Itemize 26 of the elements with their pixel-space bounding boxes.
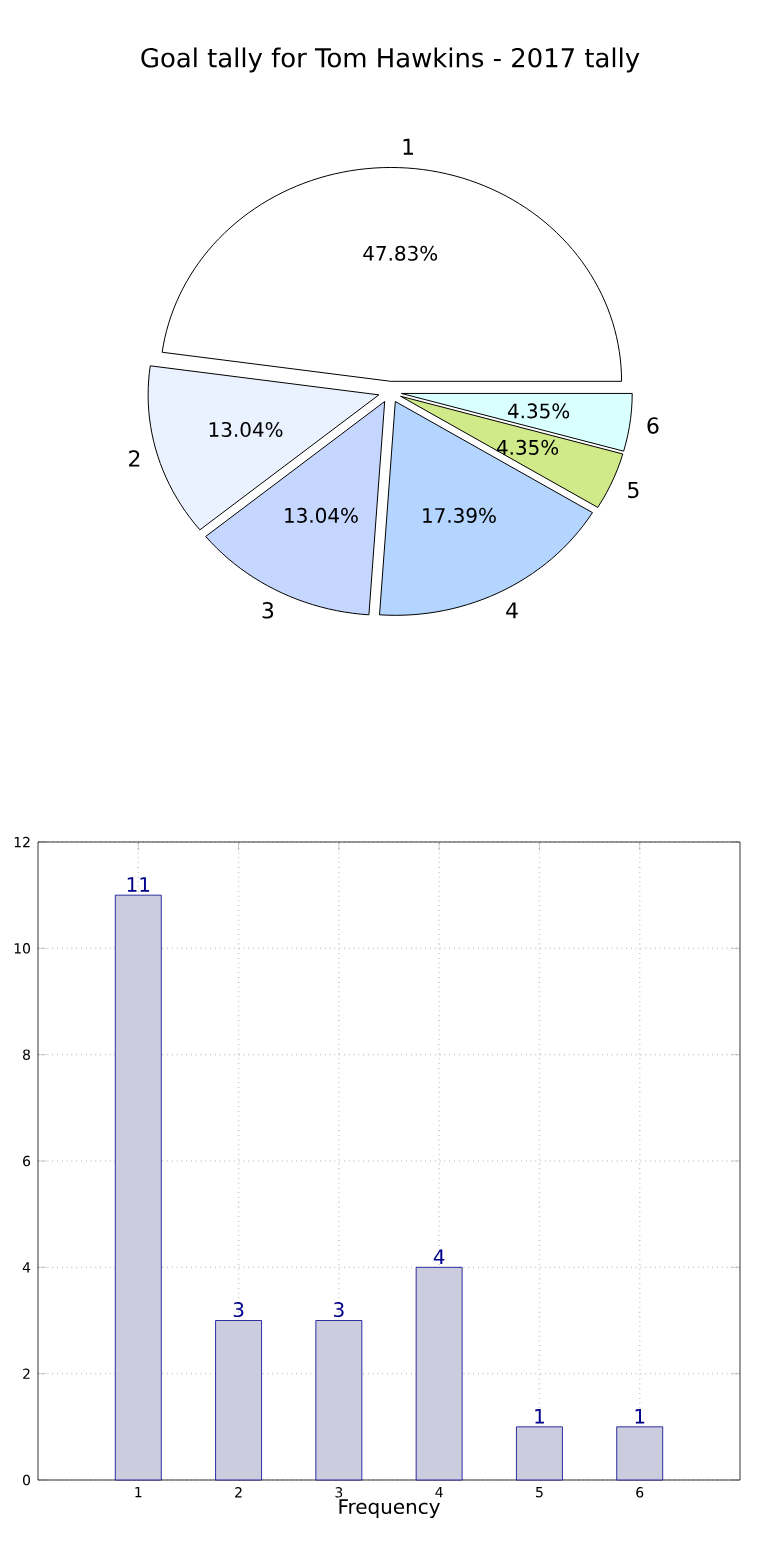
data-label: 4 bbox=[433, 1249, 445, 1264]
data-label: 11 bbox=[127, 877, 150, 892]
data-label: 47.83% bbox=[363, 245, 438, 261]
data-label: 13.04% bbox=[285, 507, 358, 523]
data-label: 4.35% bbox=[496, 439, 559, 455]
data-label: 17.39% bbox=[423, 507, 496, 523]
bar bbox=[114, 894, 162, 1481]
slice-label: 2 bbox=[129, 450, 140, 467]
data-label: 3 bbox=[233, 1302, 244, 1318]
bar bbox=[616, 1426, 664, 1481]
bar bbox=[215, 1320, 262, 1481]
bar bbox=[516, 1426, 563, 1481]
data-label: 1 bbox=[535, 1408, 544, 1424]
chart-title: Goal tally for Tom Hawkins - 2017 tally bbox=[141, 47, 640, 73]
slice-label: 6 bbox=[647, 417, 659, 434]
data-label: 13.04% bbox=[209, 421, 283, 438]
slice-label: 5 bbox=[628, 481, 639, 499]
bar bbox=[415, 1266, 463, 1481]
data-label: 4.35% bbox=[507, 403, 570, 419]
slice-label: 3 bbox=[262, 602, 274, 619]
slice-label: 4 bbox=[506, 602, 518, 619]
slice-label: 1 bbox=[403, 138, 414, 155]
data-label: 1 bbox=[635, 1408, 645, 1424]
data-label: 3 bbox=[334, 1302, 344, 1318]
x-axis-title: Frequency bbox=[339, 1499, 440, 1518]
bar bbox=[315, 1320, 363, 1481]
